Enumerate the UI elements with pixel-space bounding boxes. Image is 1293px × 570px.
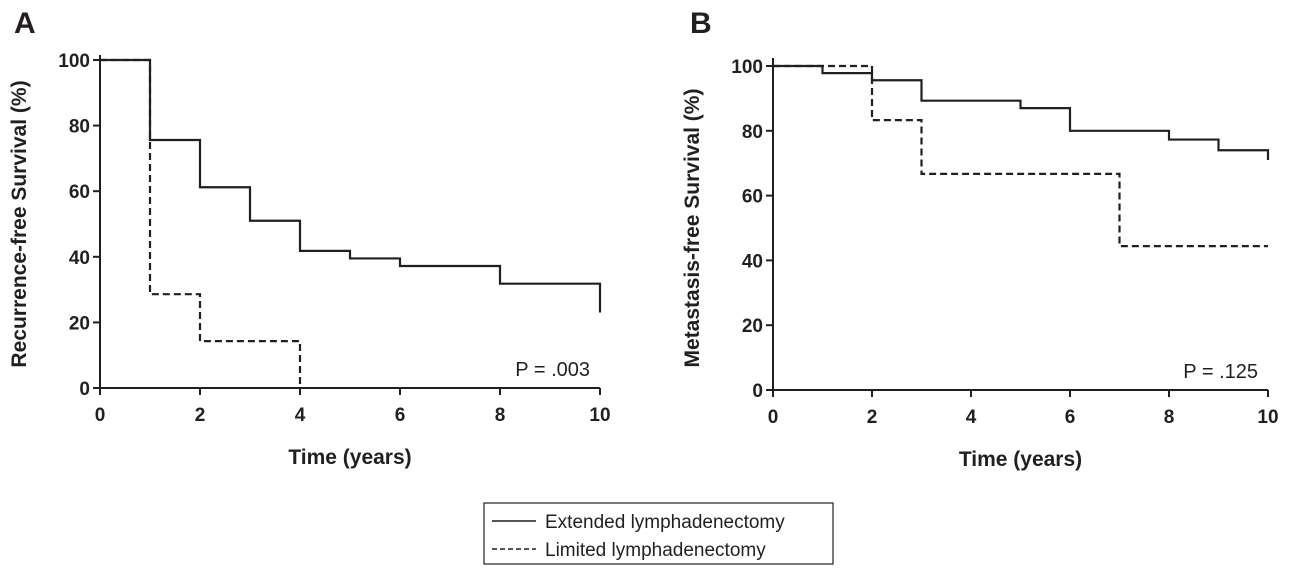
x-tick-label: 2 [867,407,878,428]
x-tick-label: 10 [589,405,610,426]
y-tick-label: 40 [742,251,763,272]
x-tick-label: 6 [395,405,406,426]
x-tick-label: 4 [295,405,306,426]
annotation: P = .003 [515,359,590,381]
y-tick-label: 20 [69,313,90,334]
y-tick-label: 0 [79,379,90,400]
y-axis-label: Recurrence-free Survival (%) [8,80,31,367]
y-tick-label: 20 [742,316,763,337]
survival-curve [100,58,602,313]
survival-curve [773,64,1270,160]
survival-curve [100,58,302,388]
y-tick-label: 100 [58,51,90,72]
y-tick-label: 60 [69,182,90,203]
x-tick-label: 2 [195,405,206,426]
y-tick-label: 0 [752,381,763,402]
x-tick-label: 8 [495,405,506,426]
legend-label: Limited lymphadenectomy [545,540,766,561]
y-tick-label: 100 [731,57,763,78]
annotation: P = .125 [1183,361,1258,383]
y-tick-label: 60 [742,187,763,208]
survival-curve [773,64,1268,248]
panel-label: A [14,7,36,40]
y-tick-label: 80 [742,122,763,143]
x-tick-label: 8 [1164,407,1175,428]
x-tick-label: 0 [95,405,106,426]
x-axis-label: Time (years) [959,448,1082,471]
legend-label: Extended lymphadenectomy [545,512,785,533]
y-tick-label: 80 [69,117,90,138]
x-axis-label: Time (years) [288,446,411,469]
legend-box [483,502,834,565]
x-tick-label: 4 [966,407,977,428]
x-tick-label: 0 [768,407,779,428]
y-axis-label: Metastasis-free Survival (%) [681,89,704,368]
x-tick-label: 6 [1065,407,1076,428]
y-tick-label: 40 [69,248,90,269]
panel-label: B [690,7,712,40]
x-tick-label: 10 [1257,407,1278,428]
